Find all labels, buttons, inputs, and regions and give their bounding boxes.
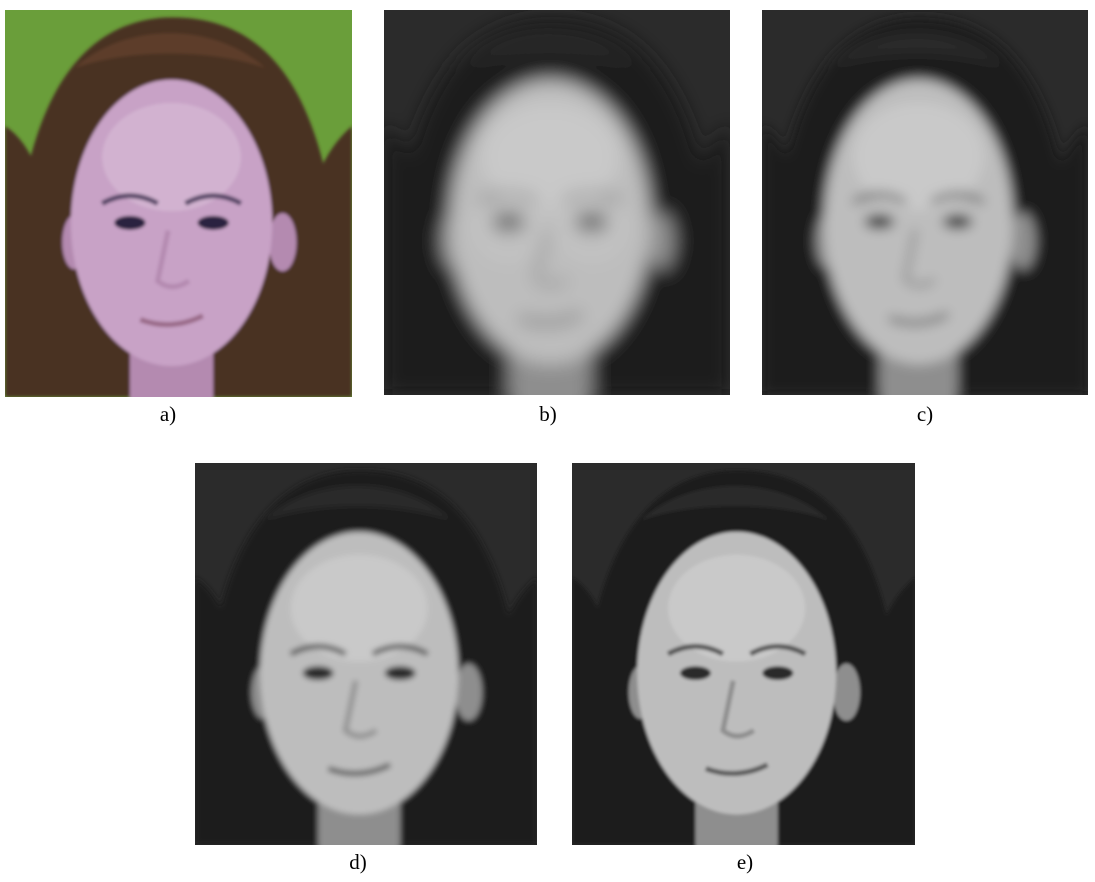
face-image bbox=[762, 10, 1088, 414]
face-image bbox=[5, 10, 352, 416]
ear bbox=[647, 212, 675, 270]
ear bbox=[1010, 212, 1036, 270]
eye bbox=[493, 215, 524, 229]
panel-label: c) bbox=[917, 402, 933, 426]
panel-label: b) bbox=[539, 402, 557, 426]
panel-label: d) bbox=[349, 850, 367, 874]
panel bbox=[762, 10, 1088, 414]
eye bbox=[198, 216, 229, 230]
eye bbox=[680, 666, 711, 680]
figure: a) b) c) d) e) bbox=[0, 0, 1095, 877]
face-image bbox=[572, 463, 915, 864]
eye bbox=[943, 215, 972, 229]
eye bbox=[114, 216, 145, 230]
panel-label: a) bbox=[160, 402, 176, 426]
ear bbox=[455, 664, 482, 721]
ear bbox=[833, 664, 860, 721]
face-image bbox=[195, 463, 537, 864]
eye bbox=[303, 666, 334, 680]
panel bbox=[384, 10, 730, 414]
eye bbox=[762, 666, 793, 680]
eye bbox=[576, 215, 607, 229]
page: {"figure": {"panels": [{"label": "a)"}, … bbox=[0, 0, 1095, 877]
eye bbox=[865, 215, 894, 229]
face-image bbox=[384, 10, 730, 414]
panel-label: e) bbox=[737, 850, 753, 874]
panel bbox=[572, 463, 915, 864]
eye bbox=[385, 666, 416, 680]
panel bbox=[195, 463, 537, 864]
ear bbox=[269, 213, 297, 271]
panel bbox=[5, 10, 352, 416]
